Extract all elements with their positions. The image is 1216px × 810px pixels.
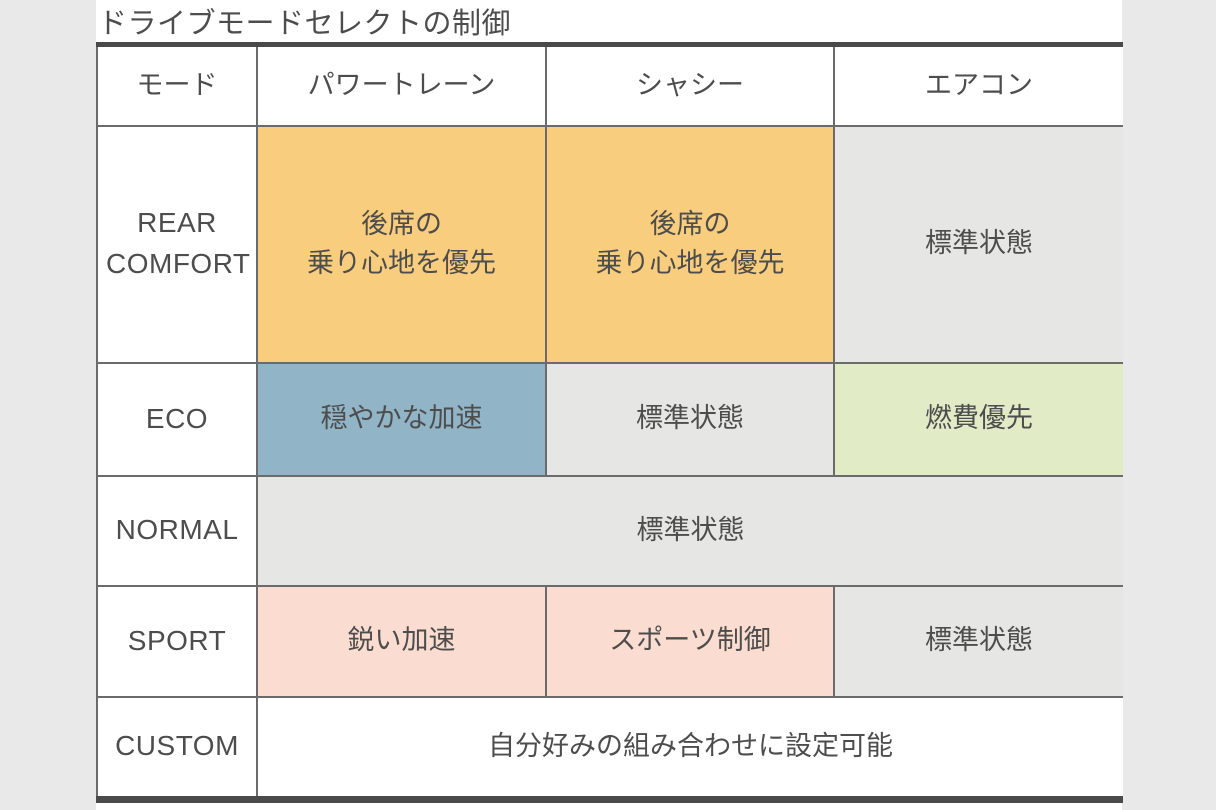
mode-label-sport: SPORT [96,584,258,698]
cell-rear-comfort-aircon: 標準状態 [833,124,1123,364]
mode-label-eco: ECO [96,361,258,477]
column-header-mode: モード [96,43,258,127]
cell-normal-all-columns: 標準状態 [256,474,1123,587]
column-header-powertrain: パワートレーン [256,43,547,127]
table-row-custom: CUSTOM 自分好みの組み合わせに設定可能 [96,695,1123,801]
table-row-sport: SPORT 鋭い加速 スポーツ制御 標準状態 [96,584,1123,698]
drive-mode-table: モード パワートレーン シャシー エアコン REAR COMFORT 後席の 乗… [96,42,1123,803]
cell-rear-comfort-powertrain: 後席の 乗り心地を優先 [256,124,547,364]
table-row-eco: ECO 穏やかな加速 標準状態 燃費優先 [96,361,1123,477]
column-header-aircon: エアコン [833,43,1123,127]
mode-label-custom: CUSTOM [96,695,258,801]
page-title: ドライブモードセレクトの制御 [98,8,512,40]
cell-custom-all-columns: 自分好みの組み合わせに設定可能 [256,695,1123,801]
content-panel: ドライブモードセレクトの制御 モード パワートレーン シャシー エアコン REA… [96,0,1123,810]
cell-eco-powertrain: 穏やかな加速 [256,361,547,477]
cell-eco-aircon: 燃費優先 [833,361,1123,477]
mode-label-rear-comfort: REAR COMFORT [96,124,258,364]
table-row-rear-comfort: REAR COMFORT 後席の 乗り心地を優先 後席の 乗り心地を優先 標準状… [96,124,1123,364]
cell-sport-powertrain: 鋭い加速 [256,584,547,698]
mode-label-normal: NORMAL [96,474,258,587]
cell-eco-chassis: 標準状態 [545,361,835,477]
cell-sport-chassis: スポーツ制御 [545,584,835,698]
column-header-chassis: シャシー [545,43,835,127]
cell-rear-comfort-chassis: 後席の 乗り心地を優先 [545,124,835,364]
table-row-normal: NORMAL 標準状態 [96,474,1123,587]
table-header-row: モード パワートレーン シャシー エアコン [96,43,1123,127]
cell-sport-aircon: 標準状態 [833,584,1123,698]
